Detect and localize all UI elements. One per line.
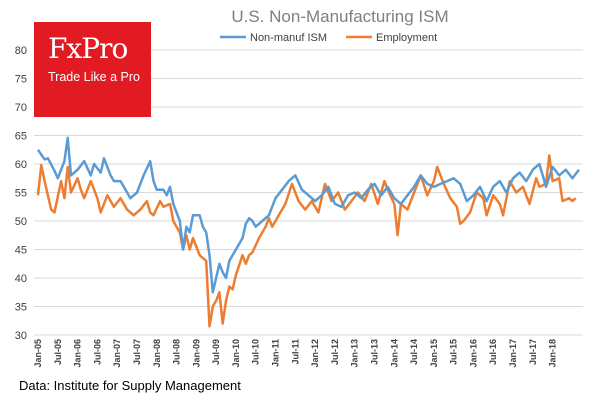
logo-wordmark: FxPro [48,32,128,65]
logo-tagline: Trade Like a Pro [48,70,140,84]
legend-label-employment: Employment [376,32,437,44]
y-axis-ticks: 30 35 40 45 50 55 60 65 70 75 80 [15,45,27,342]
x-tick-label: Jan-15 [429,339,439,368]
legend-label-non-manuf: Non-manuf ISM [250,32,327,44]
x-tick-label: Jul-07 [132,339,142,365]
y-tick-label: 60 [15,159,27,171]
x-tick-label: Jul-13 [369,339,379,365]
series-line-non-manuf-ism [36,136,580,294]
y-tick-label: 65 [15,131,27,143]
y-tick-label: 70 [15,102,27,114]
x-tick-label: Jan-11 [271,339,281,367]
x-tick-label: Jan-16 [468,339,478,368]
legend: Non-manuf ISM Employment [220,32,437,44]
x-axis-ticks: Jan-05 Jul-05 Jan-06 Jul-06 Jan-07 Jul-07 Jan-… [33,339,558,368]
series-lines [36,136,580,328]
fxpro-logo: FxPro Trade Like a Pro [34,22,151,117]
y-tick-label: 50 [15,216,27,228]
x-tick-label: Jan-05 [33,339,43,368]
source-note: Data: Institute for Supply Management [19,378,241,393]
y-tick-label: 35 [15,302,27,314]
y-tick-label: 55 [15,188,27,200]
y-tick-label: 80 [15,45,27,57]
y-tick-label: 30 [15,330,27,342]
y-tick-label: 45 [15,245,27,257]
y-tick-label: 75 [15,74,27,86]
x-tick-label: Jan-10 [231,339,241,368]
y-tick-label: 40 [15,273,27,285]
x-tick-label: Jul-12 [330,339,340,365]
series-line-employment [36,154,577,328]
x-tick-label: Jan-18 [548,339,558,368]
x-tick-label: Jan-08 [152,339,162,368]
x-tick-label: Jan-13 [350,339,360,368]
x-tick-label: Jul-06 [92,339,102,365]
x-tick-label: Jul-10 [251,339,261,365]
x-tick-label: Jan-14 [389,339,399,368]
x-tick-label: Jul-16 [488,339,498,365]
x-tick-label: Jul-11 [290,339,300,365]
x-tick-label: Jan-07 [112,339,122,368]
x-tick-label: Jul-15 [449,339,459,365]
chart-title: U.S. Non-Manufacturing ISM [231,7,448,26]
x-tick-label: Jan-09 [191,339,201,368]
x-tick-label: Jul-08 [172,339,182,365]
x-tick-label: Jan-17 [508,339,518,368]
x-tick-label: Jan-12 [310,339,320,368]
x-tick-label: Jan-06 [73,339,83,368]
x-tick-label: Jul-05 [53,339,63,365]
x-tick-label: Jul-17 [528,339,538,365]
x-tick-label: Jul-14 [409,339,419,365]
x-tick-label: Jul-09 [211,339,221,365]
